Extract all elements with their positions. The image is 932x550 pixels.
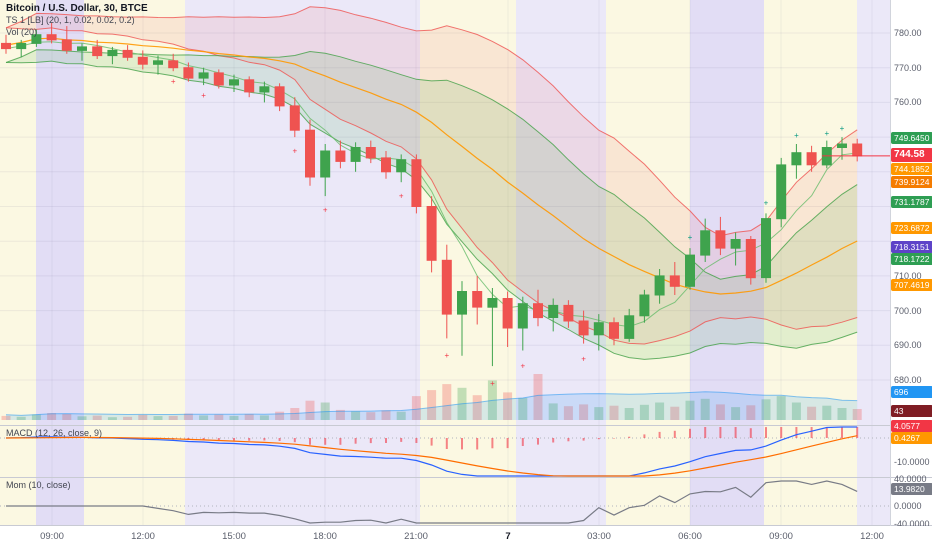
svg-text:+: + [323,206,328,215]
svg-text:+: + [794,131,799,140]
svg-text:+: + [399,192,404,201]
price-axis-label: 0.0000 [894,501,922,511]
svg-text:+: + [520,362,525,371]
svg-text:+: + [292,147,297,156]
price-axis-label: 700.00 [894,306,922,316]
price-axis-label: 690.00 [894,340,922,350]
time-axis-label: 7 [505,531,511,542]
svg-text:+: + [171,77,176,86]
time-axis-label: 03:00 [587,531,611,542]
svg-text:+: + [444,351,449,360]
price-axis-badge: 43 [891,405,932,417]
svg-text:+: + [764,199,769,208]
price-axis-badge: 744.58 [891,148,932,162]
time-axis-label: 12:00 [131,531,155,542]
price-axis-label: 40.0000 [894,474,927,484]
svg-text:+: + [840,124,845,133]
svg-text:+: + [824,129,829,138]
svg-text:+: + [201,91,206,100]
price-axis-badge: 718.3151 [891,241,932,253]
price-axis-label: 780.00 [894,28,922,38]
time-axis-label: 09:00 [40,531,64,542]
chart-legend: Bitcoin / U.S. Dollar, 30, BTCE TS 1 [LB… [6,3,148,38]
price-axis-badge: 0.4267 [891,432,932,444]
time-axis-label: 12:00 [860,531,884,542]
svg-text:+: + [688,233,693,242]
svg-text:+: + [581,355,586,364]
time-axis-label: 06:00 [678,531,702,542]
price-axis-label: 680.00 [894,375,922,385]
price-axis-badge: 718.1722 [891,253,932,265]
time-axis-label: 18:00 [313,531,337,542]
price-axis-label: 760.00 [894,97,922,107]
price-axis-badge: 739.9124 [891,176,932,188]
price-axis-badge: 731.1787 [891,196,932,208]
price-axis[interactable]: 780.00 770.00 760.00 710.00 700.00 690.00 680.… [890,0,932,529]
price-axis-label: -10.0000 [894,457,930,467]
price-axis-badge: 4.0577 [891,420,932,432]
price-axis-badge: 707.4619 [891,279,932,291]
price-axis-label: -40.0000 [894,519,930,529]
time-axis-label: 21:00 [404,531,428,542]
price-axis-label: 710.00 [894,271,922,281]
time-axis-label: 15:00 [222,531,246,542]
price-axis-badge: 13.9820 [891,483,932,495]
time-axis-label: 09:00 [769,531,793,542]
price-axis-badge: 696 [891,386,932,398]
symbol-title[interactable]: Bitcoin / U.S. Dollar, 30, BTCE [6,3,148,14]
price-axis-label: 770.00 [894,63,922,73]
indicator-ts-label[interactable]: TS 1 [LB] (20, 1, 0.02, 0.02, 0.2) [6,15,135,25]
time-axis[interactable]: 09:00 12:00 15:00 18:00 21:00 7 03:00 06:00 09:0… [0,526,932,550]
price-axis-badge: 749.6450 [891,132,932,144]
svg-text:+: + [490,379,495,388]
volume-indicator-label[interactable]: Vol (20) [6,27,38,37]
price-axis-badge: 744.1852 [891,163,932,175]
mom-pane-label[interactable]: Mom (10, close) [6,480,71,490]
price-axis-badge: 723.6872 [891,222,932,234]
macd-pane-label[interactable]: MACD (12, 26, close, 9) [6,428,103,438]
